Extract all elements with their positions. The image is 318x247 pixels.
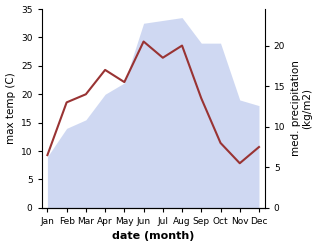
X-axis label: date (month): date (month) — [112, 231, 194, 242]
Y-axis label: max temp (C): max temp (C) — [5, 73, 16, 144]
Y-axis label: med. precipitation
(kg/m2): med. precipitation (kg/m2) — [291, 61, 313, 156]
